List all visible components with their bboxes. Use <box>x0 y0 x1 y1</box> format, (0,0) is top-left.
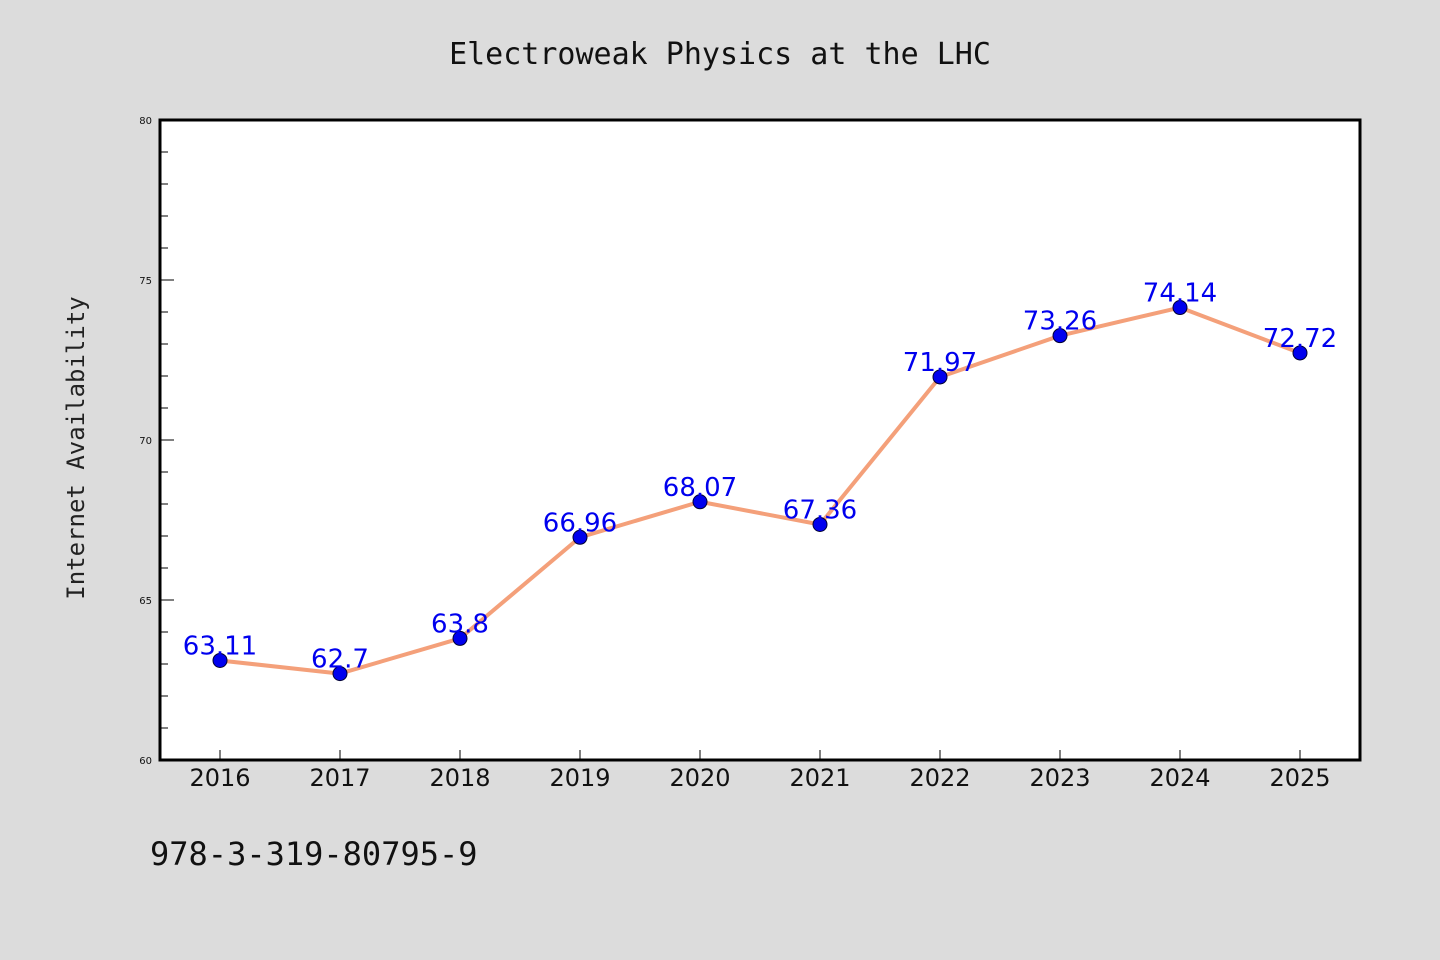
series-line-group <box>218 305 1302 676</box>
data-point <box>332 666 348 682</box>
x-tick-label: 2021 <box>789 764 850 792</box>
x-tick-label: 2017 <box>309 764 370 792</box>
data-labels: 63.11 62.7 63.8 66.96 68.07 67.36 71.97 73.26 74… <box>183 279 1337 675</box>
y-axis-label: Internet Availability <box>62 296 90 599</box>
y-axis-ticks: 60 65 70 75 80 <box>139 116 174 767</box>
data-point <box>1292 345 1308 361</box>
data-points <box>212 300 1308 682</box>
data-point <box>812 516 828 532</box>
data-label: 68.07 <box>663 473 737 503</box>
data-point <box>1052 328 1068 344</box>
x-tick-label: 2023 <box>1029 764 1090 792</box>
y-tick-label: 60 <box>139 756 152 767</box>
x-tick-label: 2025 <box>1269 764 1330 792</box>
data-label: 74.14 <box>1143 279 1217 309</box>
data-label: 63.8 <box>431 609 489 639</box>
x-tick-label: 2018 <box>429 764 490 792</box>
x-tick-label: 2024 <box>1149 764 1210 792</box>
data-label: 62.7 <box>311 645 369 675</box>
footer-code: 978-3-319-80795-9 <box>150 835 478 873</box>
data-point <box>212 652 228 668</box>
data-label: 63.11 <box>183 631 257 661</box>
data-label: 71.97 <box>903 348 977 378</box>
data-point <box>572 529 588 545</box>
data-point <box>692 494 708 510</box>
y-minor-ticks <box>160 151 168 729</box>
y-tick-label: 75 <box>139 276 152 287</box>
data-point <box>1172 300 1188 316</box>
data-point <box>932 369 948 385</box>
y-tick-label: 70 <box>139 436 152 447</box>
y-tick-label: 80 <box>139 116 152 127</box>
series-line <box>218 305 1302 676</box>
plot-area <box>158 118 1362 762</box>
x-tick-label: 2020 <box>669 764 730 792</box>
x-axis-ticks: 2016 2017 2018 2019 2020 2021 2022 2023 2024 2025 <box>189 750 1331 792</box>
data-point <box>452 630 468 646</box>
y-tick-label: 65 <box>139 596 152 607</box>
data-label: 66.96 <box>543 508 617 538</box>
data-label: 73.26 <box>1023 307 1097 337</box>
chart-title: Electroweak Physics at the LHC <box>449 37 991 72</box>
x-tick-label: 2016 <box>189 764 250 792</box>
data-label: 67.36 <box>783 495 857 525</box>
data-label: 72.72 <box>1263 324 1337 354</box>
x-tick-label: 2022 <box>909 764 970 792</box>
x-tick-label: 2019 <box>549 764 610 792</box>
